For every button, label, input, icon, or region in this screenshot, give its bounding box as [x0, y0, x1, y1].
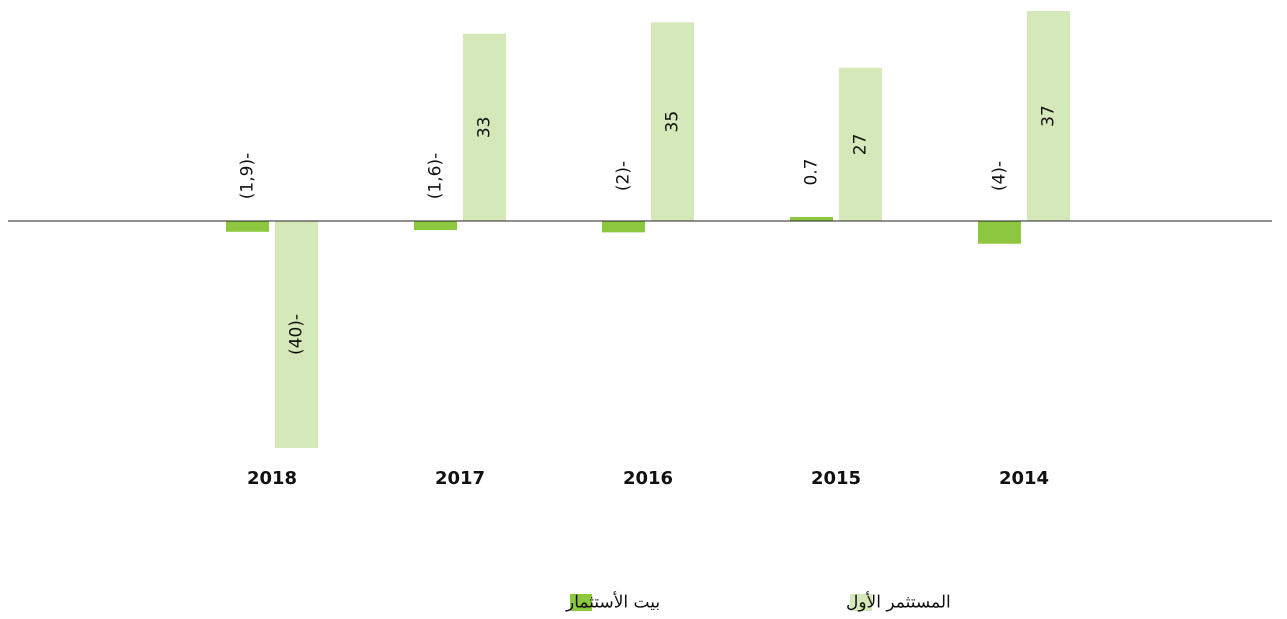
bar	[602, 220, 645, 233]
data-label: (1,9)-	[238, 153, 258, 199]
bar	[414, 220, 457, 231]
data-label: (4)-	[990, 161, 1010, 191]
legend-label: بيت الأستثمار	[565, 592, 660, 613]
bar	[978, 220, 1021, 244]
bar	[1027, 11, 1070, 221]
x-tick-label: 2015	[811, 468, 861, 489]
data-label: 37	[1039, 105, 1059, 127]
x-tick-label: 2017	[435, 468, 485, 489]
bar	[790, 217, 833, 221]
bar	[275, 220, 318, 448]
legend-swatch	[850, 594, 872, 611]
bar	[651, 22, 694, 221]
x-tick-label: 2014	[999, 468, 1049, 489]
bar	[226, 220, 269, 232]
bar	[839, 67, 882, 221]
data-label: (1,6)-	[426, 153, 446, 199]
data-label: (2)-	[614, 161, 634, 191]
data-label: 27	[851, 134, 871, 156]
data-label: 33	[475, 117, 495, 139]
bar	[463, 33, 506, 221]
data-label: 35	[663, 111, 683, 133]
data-label: (40)-	[287, 314, 307, 355]
legend-swatch	[570, 594, 592, 611]
x-tick-label: 2016	[623, 468, 673, 489]
legend-label: المستثمر الأول	[846, 592, 951, 613]
x-tick-label: 2018	[247, 468, 297, 489]
data-label: 0.7	[802, 158, 822, 185]
